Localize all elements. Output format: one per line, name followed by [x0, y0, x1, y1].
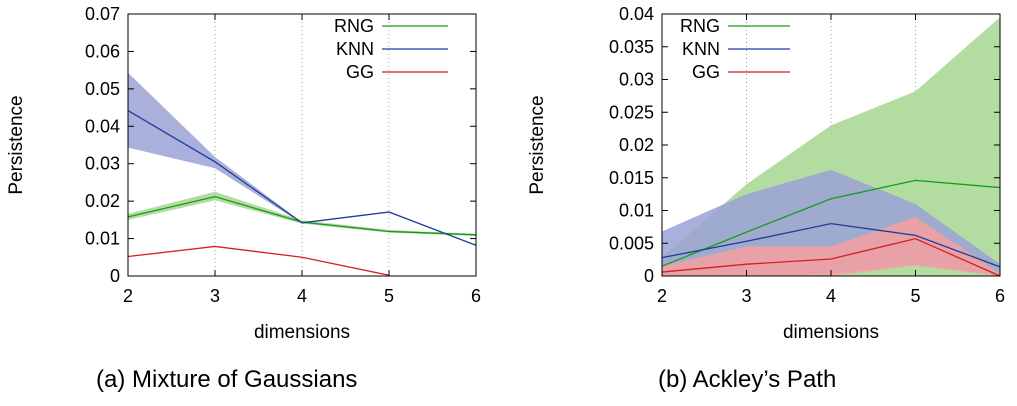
legend-label: KNN	[682, 39, 720, 59]
legend: RNG KNN GG	[680, 16, 790, 82]
x-axis-label: dimensions	[254, 322, 350, 343]
legend-label: GG	[692, 62, 720, 82]
y-tick-label: 0	[110, 266, 120, 286]
x-tick-label: 6	[995, 286, 1005, 306]
legend-label: RNG	[334, 16, 374, 36]
legend-label: RNG	[680, 16, 720, 36]
y-tick-label: 0.07	[85, 4, 120, 24]
y-tick-label: 0.025	[609, 102, 654, 122]
y-tick-label: 0.05	[85, 79, 120, 99]
y-tick-label: 0.03	[85, 154, 120, 174]
series-line-gg	[661, 237, 1001, 277]
y-tick-label: 0.03	[619, 70, 654, 90]
y-tick-label: 0	[644, 266, 654, 286]
y-axis-label: Persistence	[6, 95, 27, 194]
y-tick-label: 0.005	[609, 233, 654, 253]
x-tick-label: 2	[123, 286, 133, 306]
x-tick-label: 3	[210, 286, 220, 306]
x-tick-label: 5	[910, 286, 920, 306]
legend-label: KNN	[336, 39, 374, 59]
caption-b: (b) Ackley’s Path	[658, 366, 837, 393]
chart-a: 0 0.01 0.02 0.03 0.04 0.05 0.06 0.07 2 3 4 5 6 dimens…	[6, 4, 481, 343]
y-tick-label: 0.04	[619, 4, 654, 24]
y-tick-label: 0.035	[609, 37, 654, 57]
y-tick-label: 0.02	[85, 191, 120, 211]
series-line-knn	[127, 110, 477, 246]
series-line-knn	[661, 222, 1001, 268]
x-tick-label: 3	[741, 286, 751, 306]
y-tick-label: 0.01	[85, 229, 120, 249]
x-tick-label: 6	[471, 286, 481, 306]
x-tick-label: 4	[826, 286, 836, 306]
y-tick-label: 0.06	[85, 41, 120, 61]
legend-label: GG	[346, 62, 374, 82]
legend: RNG KNN GG	[334, 16, 448, 82]
x-tick-label: 4	[297, 286, 307, 306]
chart-b: 0 0.005 0.01 0.015 0.02 0.025 0.03 0.035 0.04 2 3 4…	[527, 4, 1005, 343]
caption-a: (a) Mixture of Gaussians	[96, 366, 358, 393]
x-axis-label: dimensions	[783, 322, 879, 343]
x-tick-label: 5	[384, 286, 394, 306]
y-tick-label: 0.01	[619, 201, 654, 221]
series-line-rng	[661, 179, 1001, 267]
y-tick-label: 0.02	[619, 135, 654, 155]
y-tick-label: 0.015	[609, 168, 654, 188]
x-tick-label: 2	[657, 286, 667, 306]
band-gg	[662, 217, 1000, 276]
y-tick-label: 0.04	[85, 116, 120, 136]
y-axis-label: Persistence	[527, 95, 548, 194]
band-knn	[128, 72, 476, 247]
series-line-gg	[127, 245, 390, 276]
